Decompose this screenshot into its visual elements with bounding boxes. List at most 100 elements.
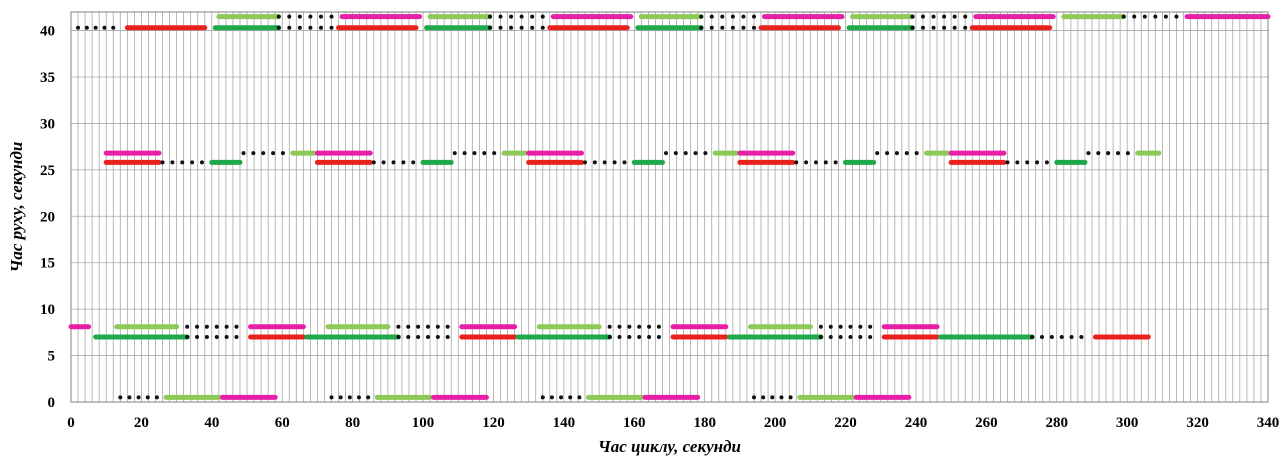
waiting-dot	[931, 14, 936, 19]
waiting-dot	[308, 25, 313, 30]
waiting-dot	[952, 25, 957, 30]
waiting-dot	[1116, 151, 1121, 156]
waiting-dot	[180, 160, 185, 165]
waiting-dot	[1125, 151, 1130, 156]
waiting-dot	[195, 324, 200, 329]
waiting-dot	[920, 25, 925, 30]
x-tick-label: 260	[975, 415, 998, 431]
waiting-dot	[741, 14, 746, 19]
waiting-dot	[894, 151, 899, 156]
waiting-dot	[904, 151, 909, 156]
waiting-dots	[276, 25, 334, 30]
waiting-dot	[751, 395, 756, 400]
waiting-dot	[828, 335, 833, 339]
waiting-dot	[234, 335, 239, 339]
waiting-dot	[914, 151, 919, 156]
waiting-dot	[411, 160, 416, 165]
waiting-dot	[416, 335, 421, 339]
waiting-dot	[559, 395, 564, 400]
waiting-dot	[699, 25, 704, 30]
y-tick-label: 30	[40, 116, 55, 132]
waiting-dot	[637, 324, 642, 329]
waiting-dot	[709, 25, 714, 30]
waiting-dot	[952, 14, 957, 19]
waiting-dot	[637, 335, 642, 339]
x-tick-label: 40	[204, 415, 219, 431]
waiting-dot	[804, 160, 809, 165]
waiting-dot	[720, 25, 725, 30]
waiting-dot	[445, 335, 450, 339]
waiting-dots	[1030, 335, 1084, 339]
waiting-dots	[185, 335, 239, 339]
waiting-dot	[416, 324, 421, 329]
waiting-dot	[963, 14, 968, 19]
waiting-dot	[1163, 14, 1168, 19]
waiting-dot	[779, 395, 784, 400]
waiting-dot	[1096, 151, 1101, 156]
waiting-dot	[1121, 14, 1126, 19]
waiting-dot	[401, 160, 406, 165]
waiting-dot	[751, 25, 756, 30]
waiting-dot	[1153, 14, 1158, 19]
waiting-dot	[1015, 160, 1020, 165]
waiting-dot	[663, 151, 668, 156]
waiting-dot	[406, 335, 411, 339]
waiting-dot	[366, 395, 371, 400]
waiting-dot	[612, 160, 617, 165]
x-tick-label: 280	[1046, 415, 1069, 431]
waiting-dot	[592, 160, 597, 165]
waiting-dot	[794, 160, 799, 165]
waiting-dot	[1035, 160, 1040, 165]
y-axis-label: Час руху, секунди	[7, 142, 26, 273]
x-tick-label: 120	[482, 415, 505, 431]
waiting-dot	[136, 395, 141, 400]
waiting-dot	[509, 25, 514, 30]
grid-lines	[70, 12, 1269, 403]
waiting-dot	[498, 25, 503, 30]
waiting-dot	[356, 395, 361, 400]
waiting-dot	[858, 335, 863, 339]
waiting-dots	[1005, 160, 1059, 165]
waiting-dot	[224, 324, 229, 329]
x-tick-label: 20	[134, 415, 149, 431]
waiting-dot	[487, 25, 492, 30]
y-tick-label: 5	[48, 349, 56, 365]
timeline-segments	[68, 14, 1271, 400]
waiting-dot	[647, 324, 652, 329]
waiting-dot	[1086, 151, 1091, 156]
waiting-dot	[703, 151, 708, 156]
waiting-dot	[190, 160, 195, 165]
waiting-dot	[280, 151, 285, 156]
x-tick-label: 200	[764, 415, 787, 431]
waiting-dot	[297, 14, 302, 19]
waiting-dots	[583, 160, 637, 165]
waiting-dots	[910, 25, 968, 30]
waiting-dot	[509, 14, 514, 19]
waiting-dot	[617, 324, 622, 329]
waiting-dot	[297, 25, 302, 30]
waiting-dot	[730, 14, 735, 19]
waiting-dot	[519, 14, 524, 19]
waiting-dot	[145, 395, 150, 400]
waiting-dot	[1106, 151, 1111, 156]
waiting-dot	[195, 335, 200, 339]
waiting-dots	[396, 335, 450, 339]
waiting-dot	[338, 395, 343, 400]
waiting-dot	[472, 151, 477, 156]
waiting-dot	[214, 335, 219, 339]
waiting-dot	[875, 151, 880, 156]
waiting-dot	[111, 25, 116, 30]
waiting-dot	[214, 324, 219, 329]
waiting-dot	[699, 14, 704, 19]
waiting-dot	[751, 14, 756, 19]
x-tick-label: 340	[1257, 415, 1280, 431]
waiting-dot	[519, 25, 524, 30]
waiting-dot	[838, 335, 843, 339]
waiting-dot	[942, 25, 947, 30]
waiting-dot	[833, 160, 838, 165]
waiting-dot	[818, 324, 823, 329]
waiting-dot	[1049, 335, 1054, 339]
waiting-dot	[435, 324, 440, 329]
waiting-dot	[823, 160, 828, 165]
waiting-dot	[271, 151, 276, 156]
